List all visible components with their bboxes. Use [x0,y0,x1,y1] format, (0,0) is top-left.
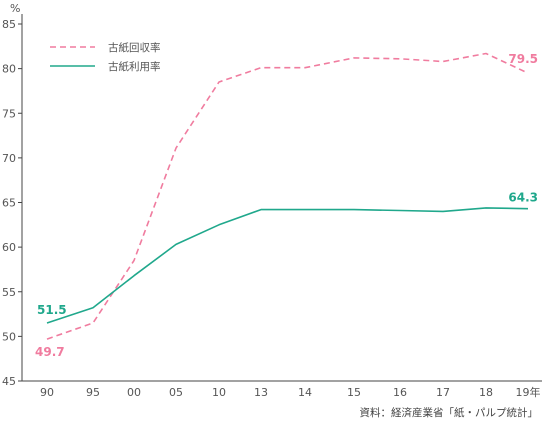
x-tick-label: 13 [254,386,268,399]
y-tick-label: 65 [2,197,16,210]
y-tick-label: 80 [2,63,16,76]
x-tick-label: 18 [479,386,493,399]
series-line-0 [46,52,529,340]
y-tick-label: 55 [2,286,16,299]
x-axis: 90 95 00 05 10 13 14 15 16 17 18 19年 [22,380,542,399]
data-label: 64.3 [508,191,538,205]
y-tick-label: 60 [2,241,16,254]
x-tick-label: 90 [40,386,54,399]
x-tick-label: 16 [393,386,407,399]
series-line-1 [46,207,529,324]
x-tick-label: 95 [86,386,100,399]
legend-label: 古紙回収率 [108,41,161,54]
y-tick-label: 45 [2,375,16,388]
y-axis: 45 50 55 60 65 70 75 80 85 [2,14,23,388]
data-label: 49.7 [35,345,65,359]
x-tick-label: 10 [212,386,226,399]
data-label: 79.5 [508,52,538,66]
data-label: 51.5 [37,303,67,317]
x-tick-label: 00 [127,386,141,399]
x-tick-label: 19年 [516,385,541,399]
x-tick-label: 05 [169,386,183,399]
data-labels: 51.5 49.7 79.5 64.3 [35,52,538,359]
source-note: 資料：経済産業省「紙・パルプ統計」 [360,406,539,419]
legend-label: 古紙利用率 [108,60,161,73]
y-tick-label: 70 [2,152,16,165]
y-tick-label: 75 [2,107,16,120]
y-tick-label: 85 [2,18,16,31]
x-tick-label: 14 [298,386,312,399]
y-unit-label: % [10,2,20,15]
y-tick-label: 50 [2,330,16,343]
x-tick-label: 15 [347,386,361,399]
series-lines [46,52,529,340]
x-tick-label: 17 [436,386,450,399]
